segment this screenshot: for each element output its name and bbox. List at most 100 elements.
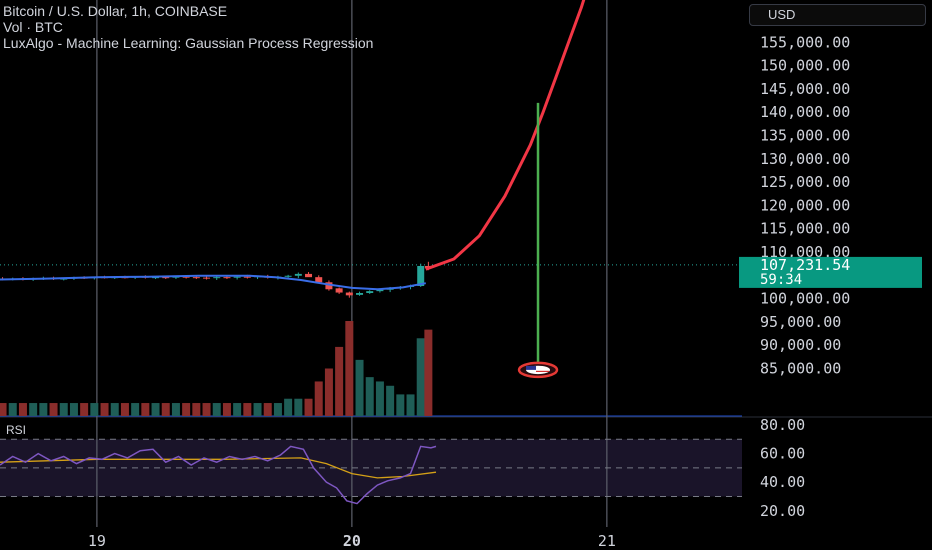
candle-body xyxy=(335,288,343,293)
time-tick-label: 20 xyxy=(343,532,361,550)
volume-bar xyxy=(151,403,160,416)
volume-bar xyxy=(8,403,17,416)
volume-bar xyxy=(304,398,313,416)
price-tick-label: 115,000.00 xyxy=(760,220,850,238)
volume-bar xyxy=(386,385,395,416)
volume-bar xyxy=(69,403,78,416)
volume-bar xyxy=(263,403,272,416)
price-tick-label: 85,000.00 xyxy=(760,360,841,378)
volume-bar xyxy=(141,403,150,416)
volume-bar xyxy=(202,403,211,416)
rsi-line xyxy=(0,445,437,505)
volume-bar xyxy=(39,403,48,416)
candle-body xyxy=(182,276,190,278)
volume-bar xyxy=(222,403,231,416)
chart-legend: Bitcoin / U.S. Dollar, 1h, COINBASE Vol … xyxy=(3,3,373,51)
symbol-title[interactable]: Bitcoin / U.S. Dollar, 1h, COINBASE xyxy=(3,3,228,19)
volume-bar xyxy=(365,377,374,416)
price-tag-countdown: 59:34 xyxy=(760,272,802,288)
volume-bar xyxy=(49,403,58,416)
volume-bar xyxy=(284,398,293,416)
price-tick-label: 140,000.00 xyxy=(760,103,850,121)
volume-bar xyxy=(375,381,384,416)
candle-body xyxy=(192,277,200,279)
volume-bar xyxy=(424,329,433,416)
volume-bar xyxy=(182,403,191,416)
volume-bar xyxy=(416,338,425,416)
time-tick-label: 19 xyxy=(88,532,106,550)
candle-body xyxy=(356,293,364,295)
price-tick-label: 100,000.00 xyxy=(760,290,850,308)
price-tick-label: 95,000.00 xyxy=(760,313,841,331)
us-flag-canton xyxy=(526,365,537,370)
volume-bar xyxy=(324,368,333,416)
volume-bar xyxy=(100,403,109,416)
price-tick-label: 125,000.00 xyxy=(760,173,850,191)
currency-label: USD xyxy=(768,7,796,22)
volume-bar xyxy=(273,403,282,416)
candle-body xyxy=(376,289,384,292)
gpr-fit-line xyxy=(0,274,426,291)
price-tick-label: 135,000.00 xyxy=(760,127,850,145)
candle-body xyxy=(203,277,211,279)
volume-bar xyxy=(59,403,68,416)
rsi-tick-label: 60.00 xyxy=(760,445,805,463)
candle-body xyxy=(417,265,425,287)
rsi-tick-label: 40.00 xyxy=(760,473,805,491)
candle-body xyxy=(162,277,170,279)
price-tick-label: 110,000.00 xyxy=(760,243,850,261)
candle-body xyxy=(345,292,353,296)
candle-body xyxy=(233,276,241,278)
candle-body xyxy=(305,273,313,278)
price-tick-label: 150,000.00 xyxy=(760,57,850,75)
volume-bar xyxy=(243,403,252,416)
rsi-tick-label: 80.00 xyxy=(760,416,805,434)
volume-bar xyxy=(29,403,38,416)
volume-bar xyxy=(110,403,119,416)
volume-bar xyxy=(253,403,262,416)
volume-bar xyxy=(18,403,27,416)
volume-bar xyxy=(212,403,221,416)
price-tick-label: 90,000.00 xyxy=(760,336,841,354)
volume-bar xyxy=(406,394,415,416)
volume-bar xyxy=(171,403,180,416)
volume-bar xyxy=(120,403,129,416)
volume-bar xyxy=(90,403,99,416)
candle-body xyxy=(223,277,231,279)
rsi-ma-line xyxy=(0,457,437,479)
volume-legend[interactable]: Vol · BTC xyxy=(3,19,63,35)
candle-body xyxy=(294,273,302,276)
indicator-legend[interactable]: LuxAlgo - Machine Learning: Gaussian Pro… xyxy=(3,35,374,51)
volume-bar xyxy=(192,403,201,416)
volume-bar xyxy=(355,359,364,416)
price-tick-label: 130,000.00 xyxy=(760,150,850,168)
gpr-forecast-line xyxy=(425,0,586,271)
candle-body xyxy=(152,277,160,279)
volume-bar xyxy=(233,403,242,416)
candle-body xyxy=(213,277,221,279)
volume-bar xyxy=(314,381,323,416)
volume-bar xyxy=(345,321,354,416)
candle-body xyxy=(243,276,251,278)
volume-bar xyxy=(0,403,7,416)
candle-body xyxy=(284,275,292,277)
currency-selector[interactable]: USD xyxy=(749,4,926,26)
rsi-pane-label[interactable]: RSI xyxy=(6,423,26,437)
candle-body xyxy=(315,277,323,283)
price-tick-label: 120,000.00 xyxy=(760,196,850,214)
volume-bar xyxy=(161,403,170,416)
price-tag[interactable] xyxy=(739,256,922,288)
volume-bar xyxy=(80,403,89,416)
price-tick-label: 145,000.00 xyxy=(760,80,850,98)
time-tick-label: 21 xyxy=(598,532,616,550)
candle-body xyxy=(325,282,333,290)
volume-bar xyxy=(294,398,303,416)
volume-bar xyxy=(131,403,140,416)
price-tick-label: 155,000.00 xyxy=(760,33,850,51)
volume-bar xyxy=(396,394,405,416)
rsi-tick-label: 20.00 xyxy=(760,502,805,520)
volume-bar xyxy=(335,346,344,416)
price-tag-value: 107,231.54 xyxy=(760,256,850,274)
candle-body xyxy=(366,291,374,294)
